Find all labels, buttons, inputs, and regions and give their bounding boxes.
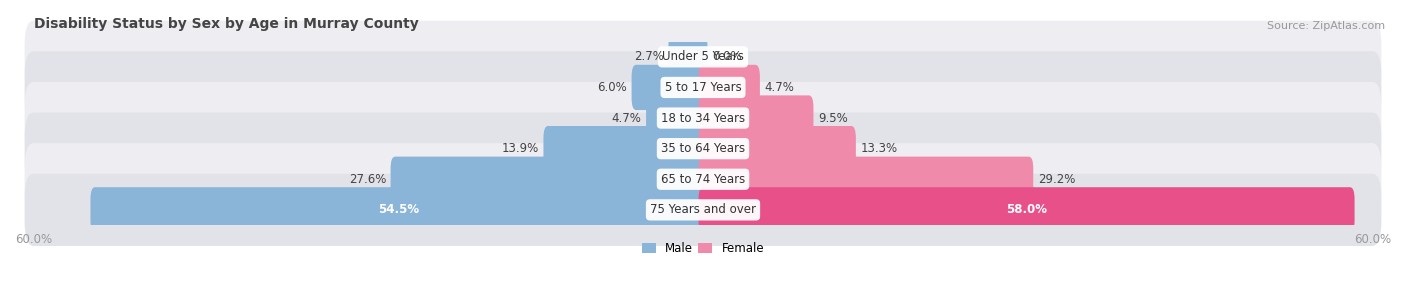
Text: 6.0%: 6.0% <box>598 81 627 94</box>
FancyBboxPatch shape <box>544 126 707 171</box>
Text: 4.7%: 4.7% <box>612 112 641 125</box>
Text: 65 to 74 Years: 65 to 74 Years <box>661 173 745 186</box>
FancyBboxPatch shape <box>631 65 707 110</box>
FancyBboxPatch shape <box>699 65 759 110</box>
FancyBboxPatch shape <box>699 95 814 141</box>
Legend: Male, Female: Male, Female <box>637 237 769 260</box>
FancyBboxPatch shape <box>699 126 856 171</box>
Text: 9.5%: 9.5% <box>818 112 848 125</box>
FancyBboxPatch shape <box>391 157 707 202</box>
FancyBboxPatch shape <box>25 143 1381 215</box>
FancyBboxPatch shape <box>25 21 1381 93</box>
FancyBboxPatch shape <box>668 34 707 79</box>
Text: 2.7%: 2.7% <box>634 50 664 63</box>
Text: 29.2%: 29.2% <box>1038 173 1076 186</box>
FancyBboxPatch shape <box>25 112 1381 185</box>
FancyBboxPatch shape <box>647 95 707 141</box>
Text: 5 to 17 Years: 5 to 17 Years <box>665 81 741 94</box>
Text: 4.7%: 4.7% <box>765 81 794 94</box>
FancyBboxPatch shape <box>25 174 1381 246</box>
FancyBboxPatch shape <box>25 51 1381 123</box>
Text: Under 5 Years: Under 5 Years <box>662 50 744 63</box>
FancyBboxPatch shape <box>699 157 1033 202</box>
Text: 58.0%: 58.0% <box>1007 203 1047 216</box>
FancyBboxPatch shape <box>699 187 1354 233</box>
Text: Source: ZipAtlas.com: Source: ZipAtlas.com <box>1267 21 1385 31</box>
Text: Disability Status by Sex by Age in Murray County: Disability Status by Sex by Age in Murra… <box>34 17 419 31</box>
Text: 13.3%: 13.3% <box>860 142 897 155</box>
FancyBboxPatch shape <box>25 82 1381 154</box>
Text: 0.0%: 0.0% <box>711 50 741 63</box>
FancyBboxPatch shape <box>90 187 707 233</box>
Text: 35 to 64 Years: 35 to 64 Years <box>661 142 745 155</box>
Text: 27.6%: 27.6% <box>349 173 387 186</box>
Text: 54.5%: 54.5% <box>378 203 419 216</box>
Text: 18 to 34 Years: 18 to 34 Years <box>661 112 745 125</box>
Text: 13.9%: 13.9% <box>502 142 538 155</box>
Text: 75 Years and over: 75 Years and over <box>650 203 756 216</box>
